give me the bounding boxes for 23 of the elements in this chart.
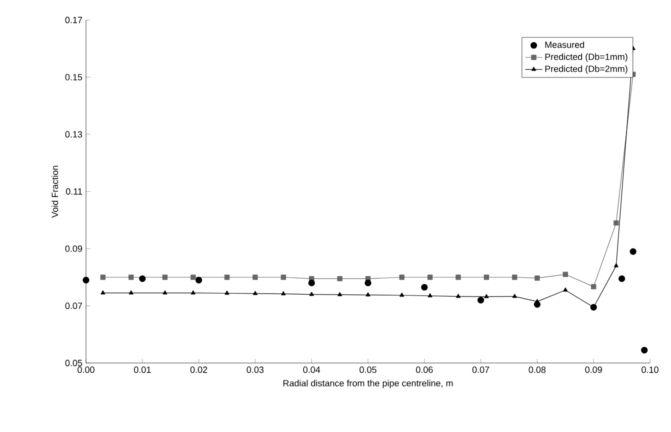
x-tick-label: 0.05 bbox=[360, 366, 376, 373]
x-tick-label: 0.02 bbox=[190, 366, 208, 373]
legend-label: Measured bbox=[545, 41, 584, 48]
legend-label: Predicted (Db=2mm) bbox=[545, 65, 628, 74]
y-axis-title: Void Fraction bbox=[51, 166, 58, 218]
y-tick-label: 0.17 bbox=[65, 16, 82, 24]
x-tick-label: 0.08 bbox=[528, 366, 546, 373]
x-axis-title: Radial distance from the pipe centreline, m bbox=[283, 380, 453, 388]
y-tick-label: 0.15 bbox=[65, 74, 82, 80]
y-tick-label: 0.11 bbox=[66, 188, 82, 195]
x-tick-label: 0.01 bbox=[134, 366, 151, 373]
x-tick-label: 0.07 bbox=[472, 366, 490, 373]
y-tick-label: 0.05 bbox=[65, 360, 82, 366]
y-tick-label: 0.09 bbox=[65, 245, 82, 252]
x-tick-label: 0.10 bbox=[642, 366, 658, 373]
y-tick-label: 0.13 bbox=[65, 131, 82, 138]
x-tick-label: 0.06 bbox=[416, 366, 433, 373]
x-tick-label: 0.00 bbox=[78, 366, 94, 373]
x-tick-label: 0.04 bbox=[303, 366, 320, 373]
x-tick-label: 0.03 bbox=[246, 366, 264, 373]
x-tick-label: 0.09 bbox=[585, 366, 602, 373]
legend-label: Predicted (Db=1mm) bbox=[545, 53, 628, 62]
y-tick-label: 0.07 bbox=[65, 302, 82, 310]
